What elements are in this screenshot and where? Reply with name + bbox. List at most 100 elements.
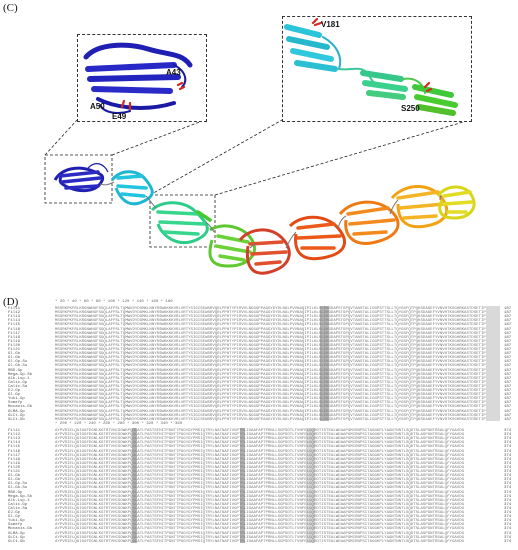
sequence-residues: MSSRKPKFRLKRGNWNGFSGQLAFPSLTQMWVDYDGMKLN…: [55, 339, 486, 344]
sequence-residues: AYPVRIELQGIGGFEGNLKGTRTVHCSDWKPQGLATLPAS…: [55, 449, 465, 454]
alignment-row: GLCt-Gp AYPVRIELQGIGGFEGNLKGTRTVHCSDWKPQG…: [0, 535, 518, 541]
sequence-residues: AYPVRIELQGIGGFEGNLKGTRTVHCSDWKPQGLATLPAS…: [55, 486, 465, 491]
sequence-name: Gl-Gb: [8, 478, 21, 483]
sequence-name: Yuki-Gp: [8, 397, 25, 402]
sequence-name: Fil12: [8, 311, 21, 316]
sequence-end-number: 374: [504, 486, 512, 491]
sequence-name: Fil17: [8, 331, 21, 336]
alignment-panel: * 20 * 40 * 60 * 80 * 100 * 120 * 140 * …: [0, 300, 518, 550]
alignment-row: SsmeYp AYPVRIELQGIGGFEGNLKGTRTVHCSDWKPQGL…: [0, 522, 518, 528]
sequence-end-number: 187: [504, 323, 512, 328]
sequence-name: Mocanis-Gb: [8, 527, 33, 532]
sequence-name: Mocanis-Gb: [8, 405, 33, 410]
sequence-name: Gl-Gb: [8, 474, 21, 479]
alignment-row: Fil19 AYPVRIELQGIGGFEGNLKGTRTVHCSDWKPQGLA…: [0, 461, 518, 467]
sequence-residues: MSSRKPKFRLKRGNWNGFSGQLAFPSLTQMWVDYDGMKLN…: [55, 319, 486, 324]
sequence-residues: AYPVRIELQGIGGFEGNLKGTRTVHCSDWKPQGLATLPAS…: [55, 527, 465, 532]
sequence-name: Fil15: [8, 445, 21, 450]
sequence-end-number: 187: [504, 384, 512, 389]
alignment-row: Fil15 AYPVRIELQGIGGFEGNLKGTRTVHCSDWKPQGLA…: [0, 444, 518, 450]
sequence-name: Alk-Lsp-1: [8, 498, 30, 503]
sequence-residues: MSSRKPKFRLKRGNWNGFSGQLAFPSLTQMWVDYDGMKLN…: [55, 307, 486, 311]
sequence-residues: AYPVRIELQGIGGFEGNLKGTRTVHCSDWKPQGLATLPAS…: [55, 465, 465, 470]
alignment-row: Gl-Gp-Su MSSRKPKFRLKRGNWNGFSGQLAFPSLTQMWV…: [0, 359, 518, 365]
alignment-row: RBD-Gp MSSRKPKFRLKRGNWNGFSGQLAFPSLTQMWVDY…: [0, 368, 518, 374]
alignment-row: Fil16 AYPVRIELQGIGGFEGNLKGTRTVHCSDWKPQGLA…: [0, 449, 518, 455]
domain-4: [208, 224, 256, 268]
sequence-end-number: 187: [504, 335, 512, 340]
zoom-guide-lines: [44, 119, 471, 196]
sequence-name: Calic-Gp: [8, 380, 28, 385]
sequence-end-number: 187: [504, 360, 512, 365]
sequence-name: Fil16: [8, 449, 21, 454]
sequence-name: Fil18: [8, 335, 21, 340]
sequence-end-number: 187: [504, 319, 512, 324]
conserved-column-highlight: [132, 428, 137, 543]
domain-7: [338, 200, 400, 245]
sequence-end-number: 374: [504, 482, 512, 487]
sequence-residues: MSSRKPKFRLKRGNWNGFSGQLAFPSLTQMWVDYDGMKLN…: [55, 335, 486, 340]
sequence-residues: MSSRKPKFRLKRGNWNGFSGQLAFPSLTQMWVDYDGMKLN…: [55, 343, 486, 348]
sequence-residues: AYPVRIELQGIGGFEGNLKGTRTVHCSDWKPQGLATLPAS…: [55, 429, 465, 433]
sequence-name: Mega-Gp-Sb: [8, 372, 33, 377]
sequence-name: Fil13: [8, 437, 21, 442]
sequence-name: SsmeYp: [8, 401, 23, 406]
inset-left-label-a43: A43: [166, 68, 181, 77]
sequence-residues: MSSRKPKFRLKRGNWNGFSGQLAFPSLTQMWVDYDGMKLN…: [55, 331, 486, 336]
alignment-row: Gl-Gp MSSRKPKFRLKRGNWNGFSGQLAFPSLTQMWVDYD…: [0, 392, 518, 398]
alignment-row: Fil21 AYPVRIELQGIGGFEGNLKGTRTVHCSDWKPQGLA…: [0, 469, 518, 475]
sequence-end-number: 374: [504, 498, 512, 503]
sequence-residues: MSSRKPKFRLKRGNWNGFSGQLAFPSLTQMWVDYDGMKLN…: [55, 364, 486, 369]
sequence-name: Gl-Gb-Su: [8, 364, 28, 369]
sequence-end-number: 187: [504, 380, 512, 385]
domain-6: [288, 215, 347, 261]
sequence-end-number: 374: [504, 527, 512, 532]
alignment-block-1: * 20 * 40 * 60 * 80 * 100 * 120 * 140 * …: [0, 300, 518, 422]
sequence-name: Fil16: [8, 327, 21, 332]
alignment-row: Fil13 MSSRKPKFRLKRGNWNGFSGQLAFPSLTQMWVDYD…: [0, 314, 518, 320]
sequence-residues: MSSRKPKFRLKRGNWNGFSGQLAFPSLTQMWVDYDGMKLN…: [55, 405, 486, 410]
alignment-row: Gl-Gp-Su AYPVRIELQGIGGFEGNLKGTRTVHCSDWKPQ…: [0, 481, 518, 487]
sequence-name: Calic-Sa: [8, 384, 28, 389]
sequence-end-number: 374: [504, 511, 512, 515]
alignment-block-2: * 200 * 220 * 240 * 260 * 280 * 300 * 32…: [0, 422, 518, 550]
alignment-row: Calic-Sa MSSRKPKFRLKRGNWNGFSGQLAFPSLTQMWV…: [0, 384, 518, 390]
sequence-end-number: 187: [504, 327, 512, 332]
sequence-name: Mega-Gp-Sb: [8, 494, 33, 499]
alignment-row: Gl-Gb AYPVRIELQGIGGFEGNLKGTRTVHCSDWKPQGLA…: [0, 477, 518, 483]
domain-box-right: [149, 194, 216, 248]
sequence-residues: AYPVRIELQGIGGFEGNLKGTRTVHCSDWKPQGLATLPAS…: [55, 441, 465, 446]
alignment-row: Fil18 MSSRKPKFRLKRGNWNGFSGQLAFPSLTQMWVDYD…: [0, 335, 518, 341]
alignment-row: Fil20 MSSRKPKFRLKRGNWNGFSGQLAFPSLTQMWVDYD…: [0, 343, 518, 349]
sequence-residues: MSSRKPKFRLKRGNWNGFSGQLAFPSLTQMWVDYDGMKLN…: [55, 372, 486, 377]
sequence-residues: AYPVRIELQGIGGFEGNLKGTRTVHCSDWKPQGLATLPAS…: [55, 502, 465, 507]
alignment-row: Calic-Sa AYPVRIELQGIGGFEGNLKGTRTVHCSDWKPQ…: [0, 506, 518, 512]
alignment-row: Fil12 AYPVRIELQGIGGFEGNLKGTRTVHCSDWKPQGLA…: [0, 432, 518, 438]
sequence-residues: AYPVRIELQGIGGFEGNLKGTRTVHCSDWKPQGLATLPAS…: [55, 494, 465, 499]
sequence-end-number: 187: [504, 364, 512, 369]
sequence-residues: AYPVRIELQGIGGFEGNLKGTRTVHCSDWKPQGLATLPAS…: [55, 482, 465, 487]
sequence-name: Fil21: [8, 348, 21, 352]
sequence-end-number: 374: [504, 519, 512, 524]
alignment-row: Fil16 MSSRKPKFRLKRGNWNGFSGQLAFPSLTQMWVDYD…: [0, 327, 518, 333]
alignment-row: Mocanis-Gb AYPVRIELQGIGGFEGNLKGTRTVHCSDWK…: [0, 526, 518, 532]
sequence-name: GLMA-Gp: [8, 531, 25, 536]
sequence-name: Gl-Gb-Su: [8, 486, 28, 491]
alignment-row: Gl-Gb MSSRKPKFRLKRGNWNGFSGQLAFPSLTQMWVDYD…: [0, 355, 518, 361]
panel-c-label: (C): [3, 2, 18, 14]
sequence-residues: AYPVRIELQGIGGFEGNLKGTRTVHCSDWKPQGLATLPAS…: [55, 457, 465, 462]
alignment-row: Fil14 AYPVRIELQGIGGFEGNLKGTRTVHCSDWKPQGLA…: [0, 440, 518, 446]
inset-right-label-v181: V181: [321, 20, 340, 29]
alignment-row: Fil11 MSSRKPKFRLKRGNWNGFSGQLAFPSLTQMWVDYD…: [0, 306, 518, 312]
sequence-name: Fil17: [8, 453, 21, 458]
sequence-end-number: 187: [504, 376, 512, 381]
sequence-name: Fil19: [8, 339, 21, 344]
alignment-row: Calic-Gp AYPVRIELQGIGGFEGNLKGTRTVHCSDWKPQ…: [0, 502, 518, 508]
sequence-residues: MSSRKPKFRLKRGNWNGFSGQLAFPSLTQMWVDYDGMKLN…: [55, 397, 486, 402]
sequence-end-number: 374: [504, 539, 512, 544]
sequence-end-number: 374: [504, 457, 512, 462]
sequence-name: Gl-Gp-Su: [8, 482, 28, 487]
sequence-name: GLCt-Gb: [8, 539, 25, 544]
sequence-end-number: 374: [504, 429, 512, 433]
alignment-row: GLCt-Gp MSSRKPKFRLKRGNWNGFSGQLAFPSLTQMWVD…: [0, 413, 518, 419]
